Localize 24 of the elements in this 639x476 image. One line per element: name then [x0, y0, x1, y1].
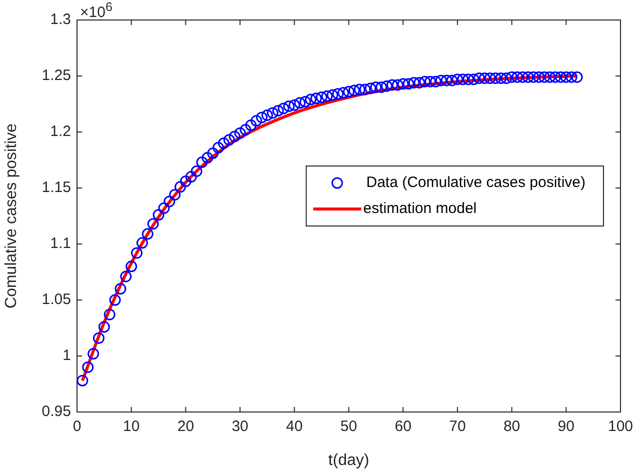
y-tick-label: 0.95: [42, 403, 71, 420]
x-tick-label: 80: [503, 418, 520, 436]
y-tick-label: 1.3: [50, 11, 71, 28]
annotation: ×10$^{6}$: [80, 0, 112, 21]
y-axis-title: Comulative cases positive: [3, 123, 20, 308]
x-tick-label: 20: [177, 418, 194, 436]
x-tick-label: 30: [232, 418, 248, 436]
x-axis-title: t(day): [328, 452, 370, 469]
x-tick-label: 40: [286, 418, 303, 436]
y-tick-label: 1.25: [42, 67, 71, 84]
y-tick-label: 1.1: [50, 235, 71, 252]
legend-label: Data (Comulative cases positive): [366, 174, 586, 192]
x-tick-label: 90: [558, 418, 574, 436]
x-tick-label: 100: [608, 418, 633, 436]
legend-label: estimation model: [363, 200, 477, 218]
x-tick-label: 0: [72, 418, 82, 436]
y-tick-label: 1.05: [42, 291, 71, 308]
y-tick-label: 1.2: [50, 123, 71, 140]
x-tick-label: 70: [449, 418, 466, 436]
x-tick-label: 60: [394, 418, 412, 436]
x-tick-label: 10: [123, 418, 140, 436]
x-tick-label: 50: [340, 418, 358, 436]
y-tick-label: 1.15: [42, 179, 71, 196]
y-tick-label: 1: [62, 347, 71, 364]
